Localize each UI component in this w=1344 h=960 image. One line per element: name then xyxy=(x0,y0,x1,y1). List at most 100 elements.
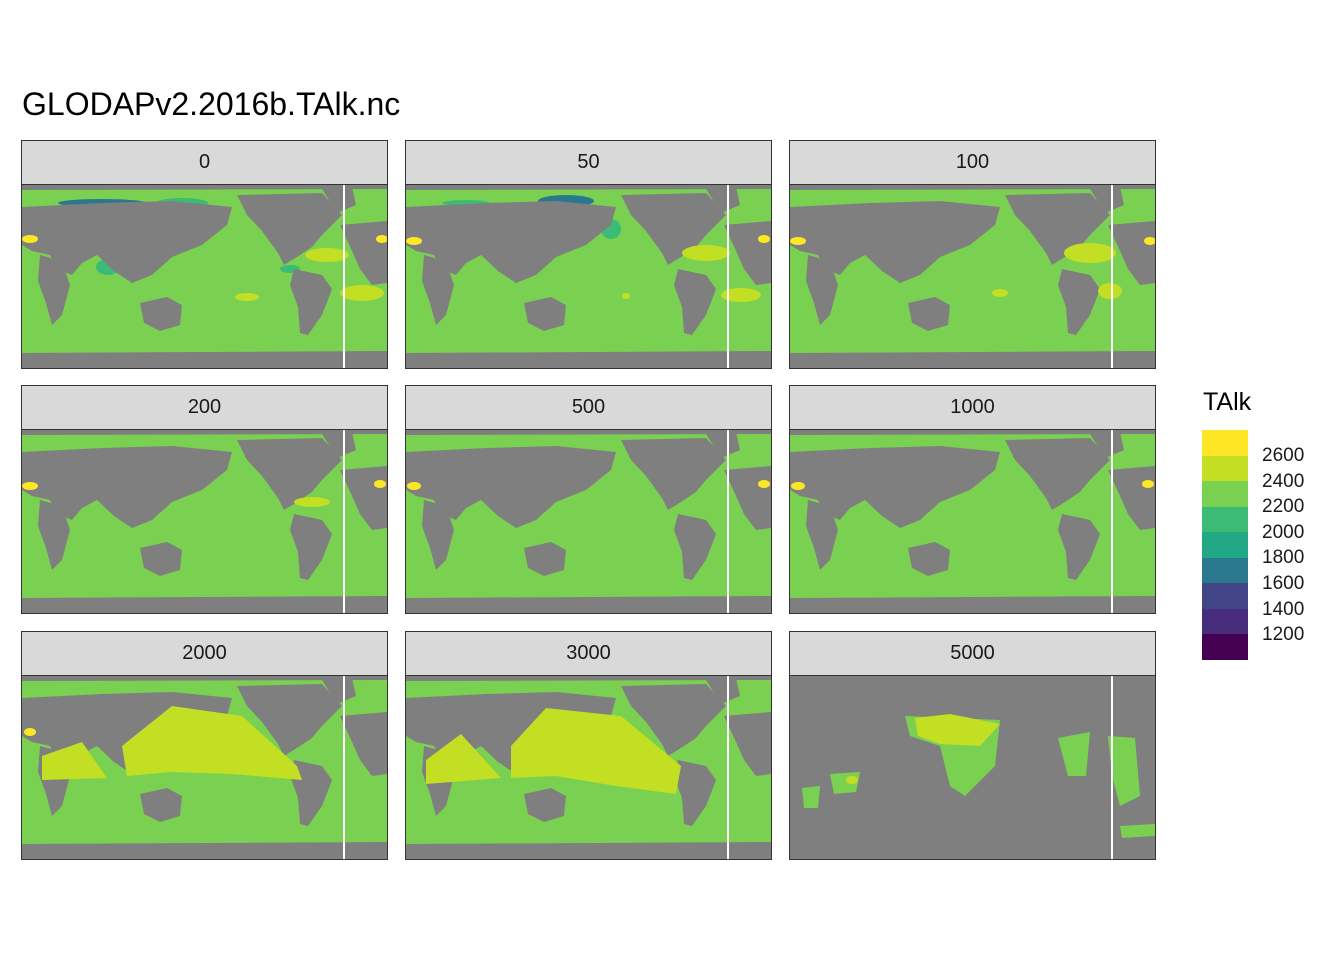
land-mask xyxy=(140,788,182,822)
high-talk-region xyxy=(340,285,384,301)
land-mask xyxy=(1090,432,1124,458)
land-mask xyxy=(806,255,838,325)
land-mask xyxy=(790,430,1155,435)
land-mask xyxy=(237,684,342,756)
high-talk-region xyxy=(376,235,387,243)
land-mask xyxy=(524,788,566,822)
high-talk-region xyxy=(1142,480,1154,488)
land-mask xyxy=(290,269,332,335)
legend-tick-label: 1600 xyxy=(1262,573,1305,594)
high-talk-region xyxy=(374,480,386,488)
land-mask xyxy=(1058,269,1100,335)
high-talk-region xyxy=(42,742,107,780)
land-mask xyxy=(22,351,387,368)
land-mask xyxy=(706,678,740,704)
ocean-field-map xyxy=(406,676,771,859)
facet-strip-label: 500 xyxy=(405,385,772,430)
land-mask xyxy=(22,201,232,283)
land-mask xyxy=(406,676,771,681)
legend-color-step xyxy=(1202,557,1248,584)
land-mask xyxy=(790,446,1000,528)
legend-tick-label: 1200 xyxy=(1262,624,1305,646)
land-mask xyxy=(908,542,950,576)
land-mask xyxy=(1058,514,1100,580)
land-mask xyxy=(790,201,1000,283)
deep-ocean-patch xyxy=(1108,736,1140,806)
land-mask xyxy=(340,712,387,776)
land-mask xyxy=(524,297,566,331)
land-mask xyxy=(38,255,70,325)
legend-tick-label: 2400 xyxy=(1262,470,1305,492)
legend-color-step xyxy=(1202,506,1248,533)
land-mask xyxy=(322,432,356,458)
land-mask xyxy=(706,432,740,458)
land-mask xyxy=(140,542,182,576)
land-mask xyxy=(1108,221,1155,285)
legend-color-step xyxy=(1202,608,1248,635)
high-talk-region xyxy=(758,480,770,488)
high-talk-region xyxy=(1064,243,1116,263)
land-mask xyxy=(340,221,387,285)
high-talk-region xyxy=(22,482,38,490)
land-mask xyxy=(422,500,454,570)
high-talk-region xyxy=(992,289,1008,297)
land-mask xyxy=(790,351,1155,368)
land-mask xyxy=(406,185,771,190)
land-mask xyxy=(1005,438,1110,510)
ocean-field-map xyxy=(790,676,1155,859)
facet-map xyxy=(405,184,772,369)
land-mask xyxy=(237,193,342,265)
ocean-field-map xyxy=(406,185,771,368)
land-mask xyxy=(406,430,771,435)
deep-ocean-patch xyxy=(802,786,820,808)
land-mask xyxy=(706,187,740,213)
land-mask xyxy=(1005,193,1110,265)
facet-panel-50: 50 xyxy=(405,140,772,369)
high-talk-region xyxy=(407,482,421,490)
legend-title: TAlk xyxy=(1203,388,1252,416)
facet-map xyxy=(405,675,772,860)
high-talk-region xyxy=(1144,237,1155,245)
ocean-field-map xyxy=(22,430,387,613)
land-mask xyxy=(322,187,356,213)
high-talk-region xyxy=(622,293,630,299)
legend-color-step xyxy=(1202,634,1248,660)
facet-map xyxy=(21,675,388,860)
legend-tick-label: 2000 xyxy=(1262,521,1305,543)
facet-panel-3000: 3000 xyxy=(405,631,772,860)
land-mask xyxy=(1090,187,1124,213)
land-mask xyxy=(621,684,726,756)
land-mask xyxy=(22,842,387,859)
legend-tick-label: 1400 xyxy=(1262,598,1305,620)
legend-color-step xyxy=(1202,583,1248,609)
ocean-field-map xyxy=(406,430,771,613)
high-talk-region xyxy=(122,706,302,780)
land-mask xyxy=(806,500,838,570)
high-talk-region xyxy=(406,237,422,245)
facet-strip-label: 200 xyxy=(21,385,388,430)
high-talk-region xyxy=(24,728,36,736)
land-mask xyxy=(406,842,771,859)
legend-color-step xyxy=(1202,455,1248,482)
land-mask xyxy=(140,297,182,331)
land-mask xyxy=(22,430,387,435)
facet-panel-1000: 1000 xyxy=(789,385,1156,614)
land-mask xyxy=(22,185,387,190)
facet-panel-500: 500 xyxy=(405,385,772,614)
land-mask xyxy=(22,676,387,681)
facet-map xyxy=(21,429,388,614)
facet-strip-label: 5000 xyxy=(789,631,1156,676)
land-mask xyxy=(322,678,356,704)
land-mask xyxy=(674,514,716,580)
facet-map xyxy=(789,184,1156,369)
deep-ocean-patch xyxy=(1058,732,1090,776)
land-mask xyxy=(406,201,616,283)
high-talk-region xyxy=(235,293,259,301)
high-talk-region xyxy=(22,235,38,243)
high-talk-region xyxy=(294,497,330,507)
high-talk-region xyxy=(846,776,858,784)
facet-panel-5000: 5000 xyxy=(789,631,1156,860)
high-talk-region xyxy=(791,482,805,490)
facet-map xyxy=(789,429,1156,614)
chart-title: GLODAPv2.2016b.TAlk.nc xyxy=(22,86,401,122)
